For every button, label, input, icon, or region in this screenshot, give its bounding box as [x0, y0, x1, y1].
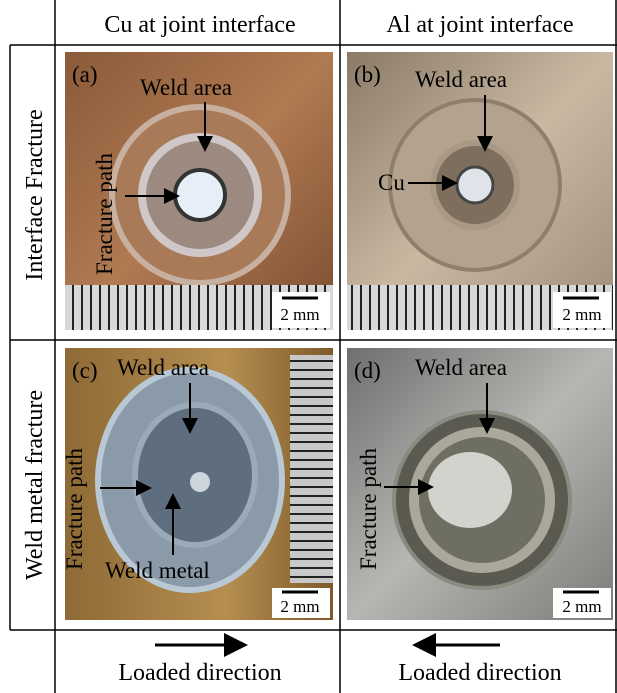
panel-b: 2 mm (b) Weld area Cu [347, 52, 613, 330]
column-header: Cu at joint interface [104, 12, 295, 38]
row-header: Interface Fracture [22, 109, 48, 280]
annotation: Fracture path [62, 448, 87, 570]
panel-c: 2 mm (c) Weld area Fracture path Weld me… [62, 348, 333, 620]
annotation: Fracture path [356, 448, 381, 570]
panel-d: 2 mm (d) Weld area Fracture path [347, 348, 613, 620]
figure: Cu at joint interface Al at joint interf… [0, 0, 617, 693]
row-header: Weld metal fracture [22, 390, 48, 580]
annotation: Weld area [140, 75, 232, 100]
scale-label: 2 mm [562, 597, 601, 616]
panel-label: (d) [354, 358, 381, 383]
annotation: Weld area [415, 67, 507, 92]
annotation: Fracture path [92, 153, 117, 275]
annotation: Weld area [415, 355, 507, 380]
annotation: Weld metal [105, 558, 210, 583]
panel-label: (b) [354, 62, 381, 87]
panel-a: 2 mm (a) Weld area Fracture path [65, 52, 333, 330]
scale-label: 2 mm [562, 305, 601, 324]
footer-label: Loaded direction [398, 660, 561, 686]
scale-label: 2 mm [280, 305, 319, 324]
annotation: Weld area [117, 355, 209, 380]
panel-label: (c) [72, 358, 98, 383]
column-header: Al at joint interface [386, 12, 573, 38]
scale-label: 2 mm [280, 597, 319, 616]
footer-label: Loaded direction [118, 660, 281, 686]
annotation: Cu [378, 170, 405, 195]
panel-label: (a) [72, 62, 98, 87]
